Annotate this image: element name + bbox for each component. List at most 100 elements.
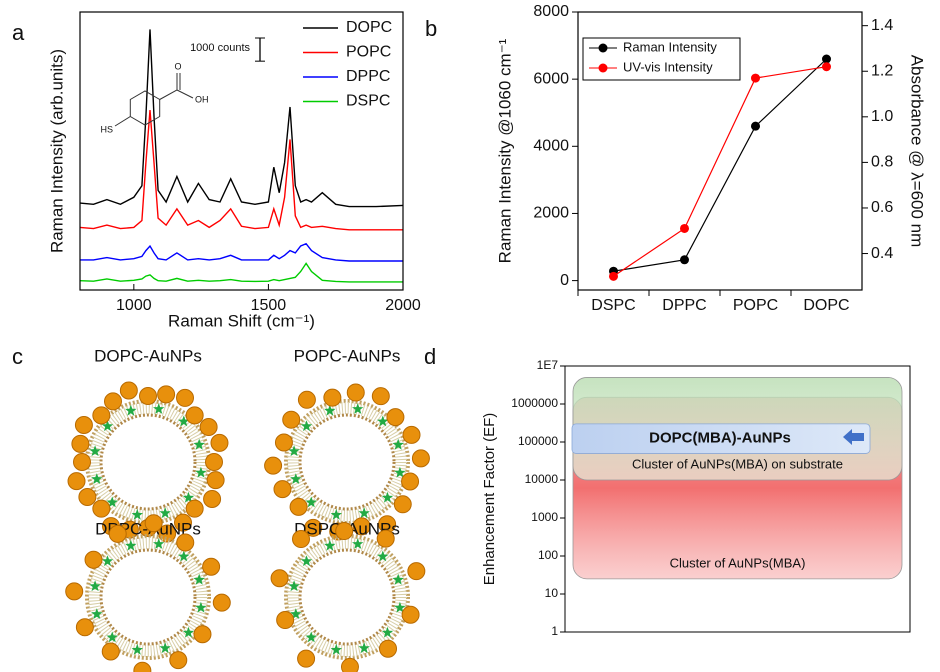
star [101,555,114,567]
star [131,643,143,655]
star [106,631,118,643]
gold-nanoparticle [92,406,111,425]
data-point [751,73,760,83]
data-point [680,255,689,265]
gold-nanoparticle [185,499,204,518]
gold-nanoparticle [67,472,86,491]
gold-nanoparticle [193,625,212,644]
gold-nanoparticle [346,383,365,402]
lipid-bilayer [287,402,407,522]
range-label: Cluster of AuNPs(MBA) [670,555,806,570]
star [377,415,389,427]
y-tick-label: 4000 [533,138,569,155]
molecule-label: HS [100,124,113,134]
legend-label: DSPC [346,93,390,110]
star [358,507,370,519]
y-tick-label: 0 [560,272,569,289]
lipid-bilayer [88,402,208,522]
gold-nanoparticle [84,550,103,569]
y2-tick-label: 1.2 [871,62,893,79]
lipid-bilayer [88,537,208,657]
star [352,538,364,549]
gold-nanoparticle [92,499,111,518]
legend-marker [598,63,608,73]
y-tick-label: 1 [551,624,558,638]
star [300,555,313,567]
gold-nanoparticle [169,651,188,670]
range-label: Cluster of AuNPs(MBA) on substrate [632,456,843,471]
gold-nanoparticle [297,649,316,668]
gold-nanoparticle [174,513,192,532]
star [131,508,143,520]
star [352,403,364,414]
star [91,473,103,484]
gold-nanoparticle [158,524,177,543]
spectrum-line [80,242,403,262]
data-point [680,223,689,233]
legend-label: UV-vis Intensity [623,59,713,74]
x-tick-label: DOPC [803,297,849,314]
lipid-bilayer [287,537,407,657]
gold-nanoparticle [270,569,289,588]
gold-nanoparticle [185,406,204,425]
gold-nanoparticle [335,522,354,541]
vesicle-label: DOPC-AuNPs [94,346,202,365]
y-tick-label: 1000000 [511,396,558,410]
plot-frame [577,11,863,291]
star [159,507,171,519]
gold-nanoparticle [407,562,426,581]
star [305,631,317,643]
y2-axis-label: Absorbance @ λ=600 nm [908,55,927,248]
gold-nanoparticle [274,433,293,452]
plot-frame [79,11,404,291]
y-axis-label: Raman Intensity (arb.units) [47,49,66,253]
star [288,445,300,457]
star [392,573,404,585]
star [182,626,195,638]
star [178,415,190,427]
vesicle-label: POPC-AuNPs [294,346,401,365]
gold-nanoparticle [323,388,342,407]
gold-nanoparticle [75,618,94,637]
series-line [613,66,827,277]
gold-nanoparticle [411,449,430,468]
y-tick-label: 2000 [533,205,569,222]
gold-nanoparticle [210,433,229,452]
star [358,642,370,654]
gold-nanoparticle [371,387,390,406]
series-line [613,58,827,272]
star [377,550,389,562]
y-tick-label: 10000 [525,472,559,486]
y2-tick-label: 1.4 [871,17,893,34]
y2-tick-label: 0.8 [871,154,893,171]
gold-nanoparticle [212,593,231,612]
gold-nanoparticle [402,425,421,444]
gold-nanoparticle [289,497,308,516]
y-tick-label: 100 [538,548,558,562]
range-label: DOPC(MBA)-AuNPs [649,430,791,447]
scale-bar-label: 1000 counts [190,42,250,54]
legend-label: Raman Intensity [623,39,717,54]
y-tick-label: 8000 [533,3,569,20]
gold-nanoparticle [71,434,90,453]
gold-nanoparticle [65,582,84,601]
star [300,420,313,432]
y-tick-label: 6000 [533,70,569,87]
gold-nanoparticle [203,490,222,508]
molecule-label: OH [195,94,209,104]
spectrum-line [79,109,403,231]
molecule-label: O [174,61,181,71]
star [288,580,300,592]
panel-label: d [424,344,436,369]
legend-box [582,37,741,81]
lipid-inner [99,413,197,511]
star [394,601,406,613]
gold-nanoparticle [264,456,283,475]
gold-nanoparticle [157,385,176,404]
data-point [609,271,618,281]
star [195,601,207,613]
star [195,466,207,478]
gold-nanoparticle [176,388,194,407]
panel-label: c [12,344,23,369]
